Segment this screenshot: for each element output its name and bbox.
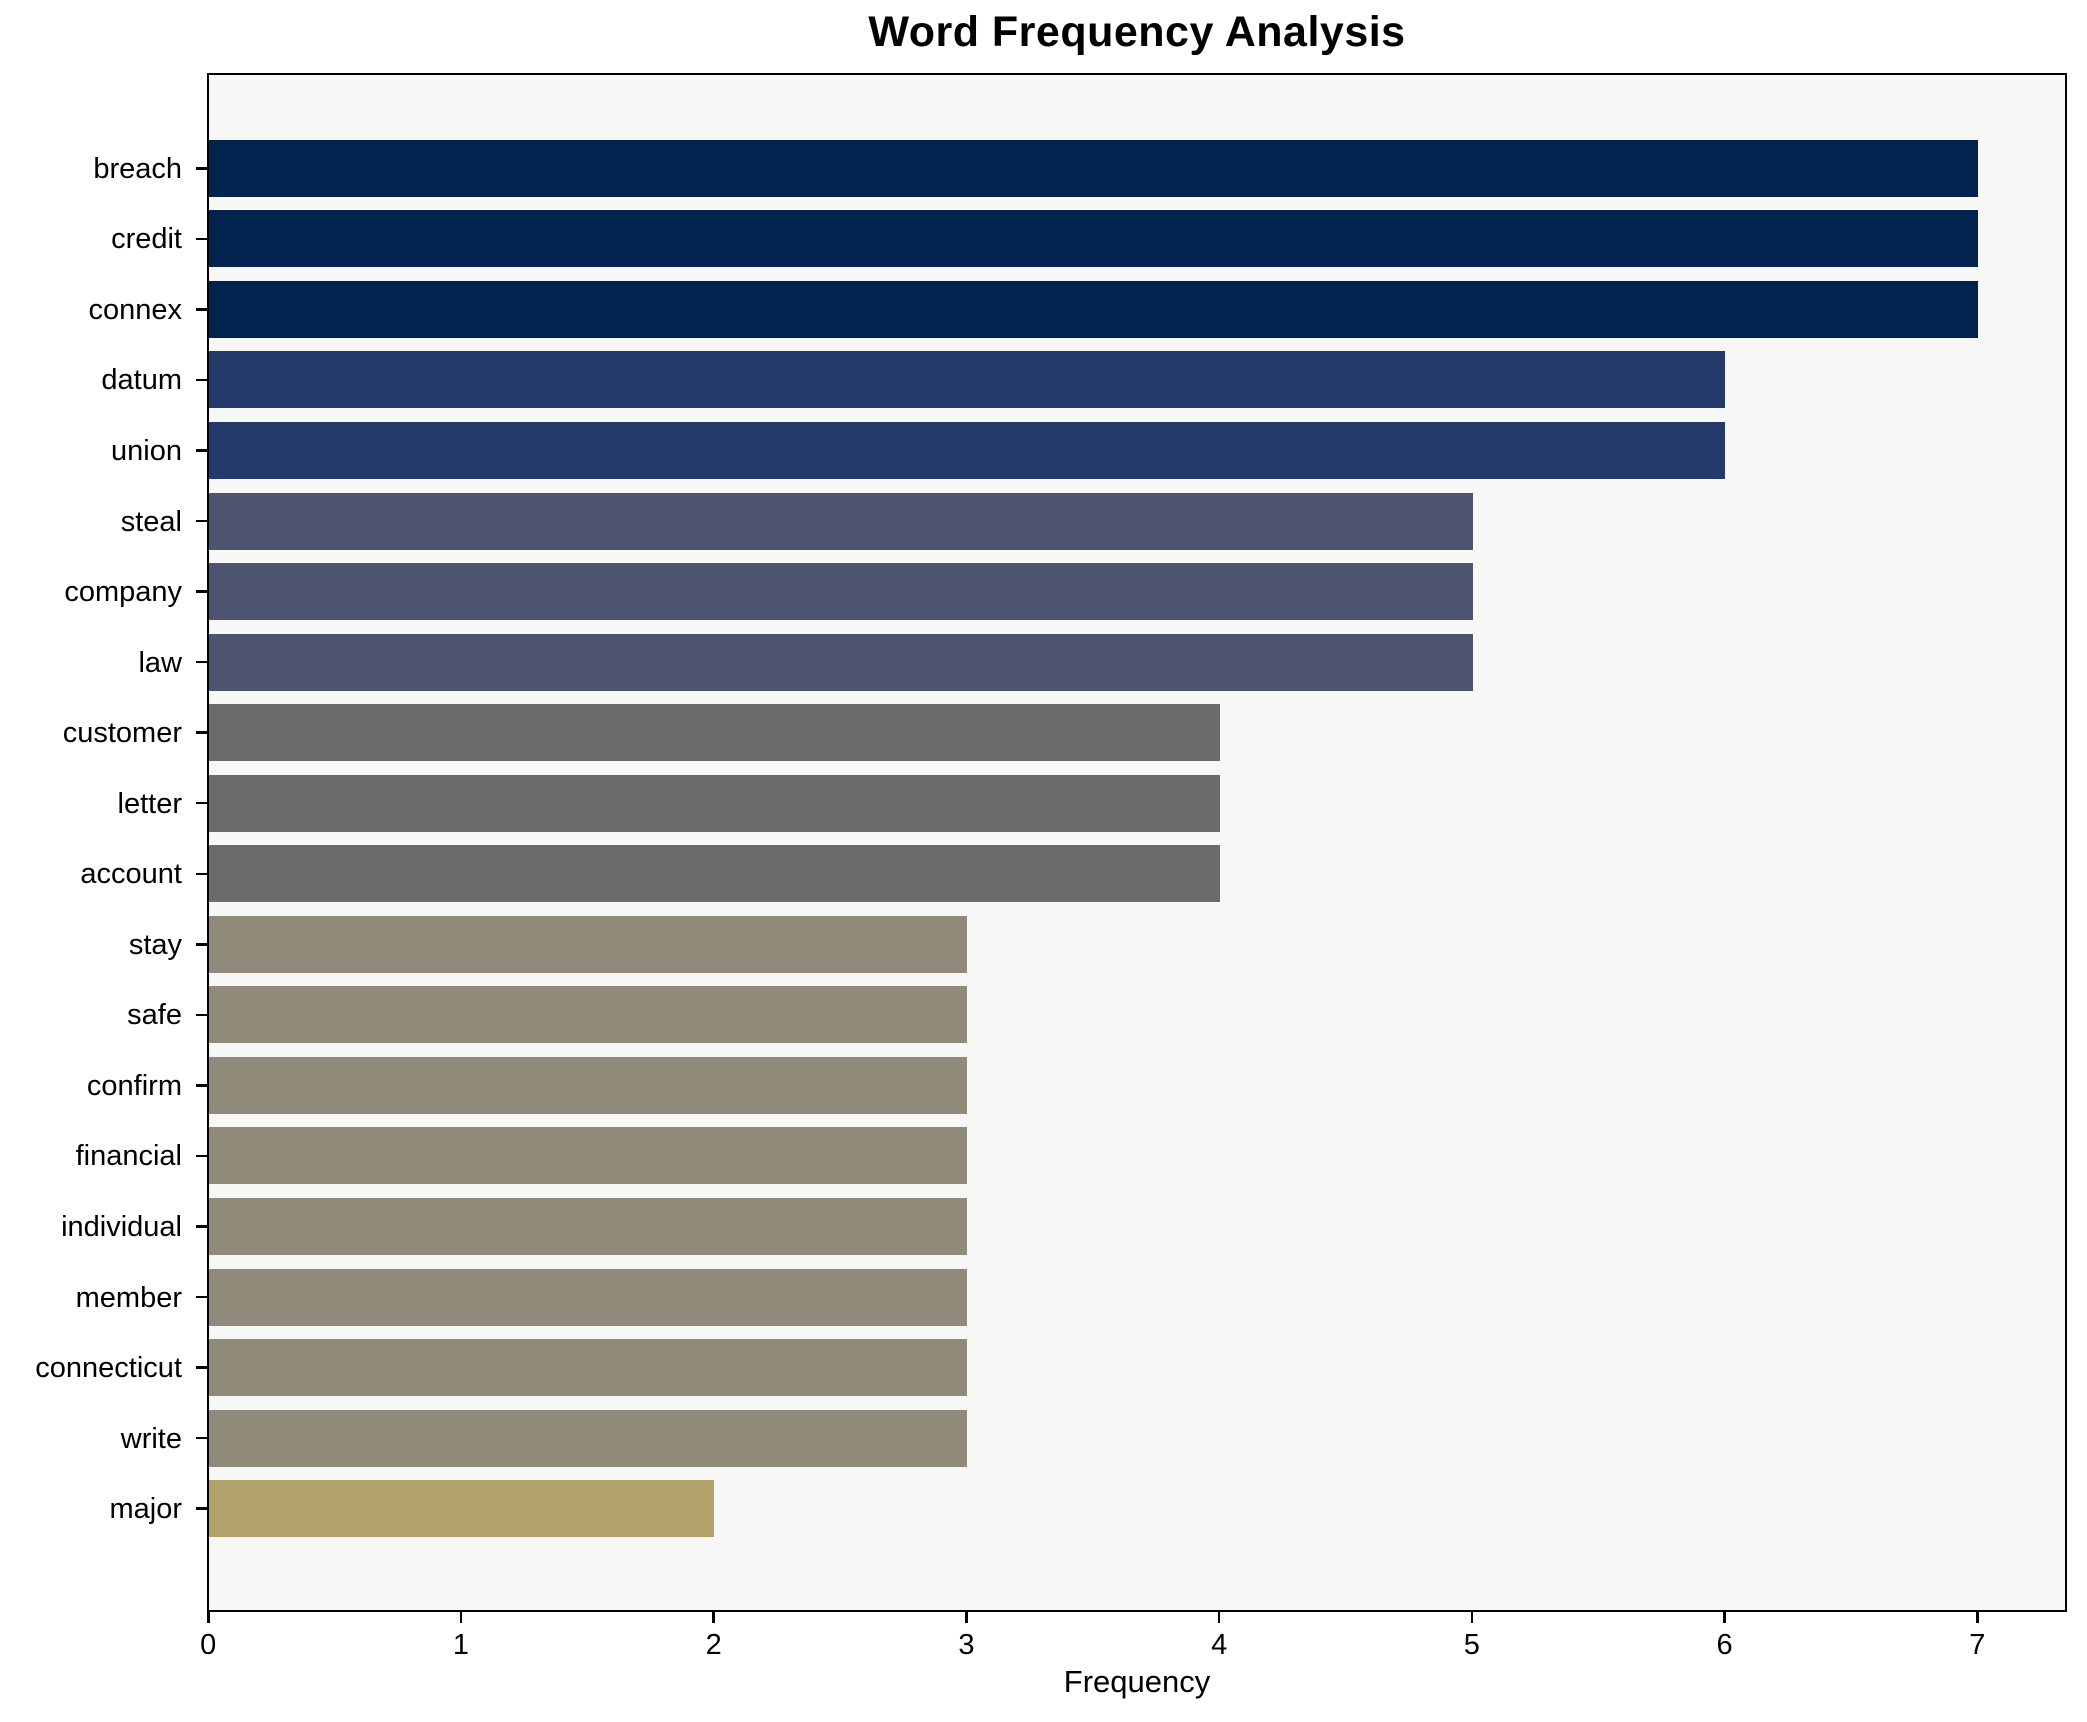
x-tick-mark [712,1612,715,1623]
bar-write [209,1409,968,1467]
y-tick-mark [195,872,207,876]
x-tick-label: 4 [1211,1629,1228,1661]
y-tick-mark [195,167,207,170]
y-tick-mark [195,1366,207,1369]
x-tick-label: 1 [452,1629,470,1661]
bar-stay [209,915,968,973]
y-tick-label: connecticut [35,1352,182,1385]
y-tick-label: credit [111,223,182,256]
y-tick-mark [195,943,207,946]
x-tick-label: 5 [1463,1629,1480,1661]
y-tick-mark [195,1295,207,1299]
x-tick-mark [459,1612,463,1623]
x-tick-label: 6 [1716,1629,1733,1661]
x-tick-mark [207,1612,210,1623]
y-tick-mark [195,519,207,523]
y-tick-mark [195,1507,207,1510]
bar-connex [209,280,1979,338]
bar-steal [209,492,1473,550]
bar-account [209,845,1220,903]
y-tick-label: member [75,1281,182,1314]
y-tick-mark [195,1013,207,1017]
y-tick-mark [195,237,207,241]
bar-major [209,1480,715,1538]
bar-letter [209,774,1220,832]
y-tick-mark [195,1154,207,1158]
bar-company [209,563,1473,621]
bar-financial [209,1127,968,1185]
bar-confirm [209,1056,968,1114]
x-axis-label: Frequency [1063,1664,1211,1699]
y-tick-mark [195,1225,207,1228]
y-tick-mark [195,308,207,311]
y-tick-label: stay [128,928,182,961]
x-tick-mark [1976,1612,1979,1623]
y-tick-mark [195,731,207,734]
y-tick-label: customer [62,717,182,750]
y-tick-mark [195,1084,207,1087]
y-tick-mark [195,449,207,452]
y-tick-label: connex [88,293,182,326]
x-tick-mark [1217,1612,1221,1623]
plot-area [195,73,2067,1612]
bar-datum [209,351,1726,409]
bar-safe [209,986,968,1044]
x-tick-label: 2 [705,1629,722,1661]
bar-union [209,421,1726,479]
y-tick-label: confirm [86,1069,182,1102]
y-tick-label: law [138,646,182,679]
y-tick-label: account [80,858,182,891]
x-tick-mark [1723,1612,1726,1623]
y-tick-label: datum [101,364,182,397]
x-tick-mark [1470,1612,1474,1623]
y-tick-label: major [109,1493,182,1526]
y-tick-label: safe [127,999,182,1032]
bar-member [209,1268,968,1326]
y-tick-label: letter [117,787,182,820]
x-tick-label: 0 [200,1629,217,1661]
chart-title: Word Frequency Analysis [868,8,1406,56]
bar-law [209,633,1473,691]
bar-customer [209,704,1220,762]
x-tick-label: 3 [958,1629,975,1661]
y-tick-label: steal [120,505,182,538]
y-tick-mark [195,801,207,805]
y-tick-label: write [120,1422,182,1455]
y-tick-mark [195,378,207,382]
x-tick-label: 7 [1969,1629,1986,1661]
bar-individual [209,1198,968,1256]
y-tick-mark [195,590,207,593]
y-tick-label: union [111,434,182,467]
bar-connecticut [209,1339,968,1397]
bar-breach [209,139,1979,197]
y-tick-mark [195,1436,207,1440]
y-tick-label: financial [75,1140,182,1173]
y-tick-label: breach [93,152,182,185]
y-tick-label: company [64,576,182,609]
bar-credit [209,210,1979,268]
y-tick-mark [195,660,207,664]
y-tick-label: individual [61,1211,182,1244]
x-tick-mark [965,1612,968,1623]
